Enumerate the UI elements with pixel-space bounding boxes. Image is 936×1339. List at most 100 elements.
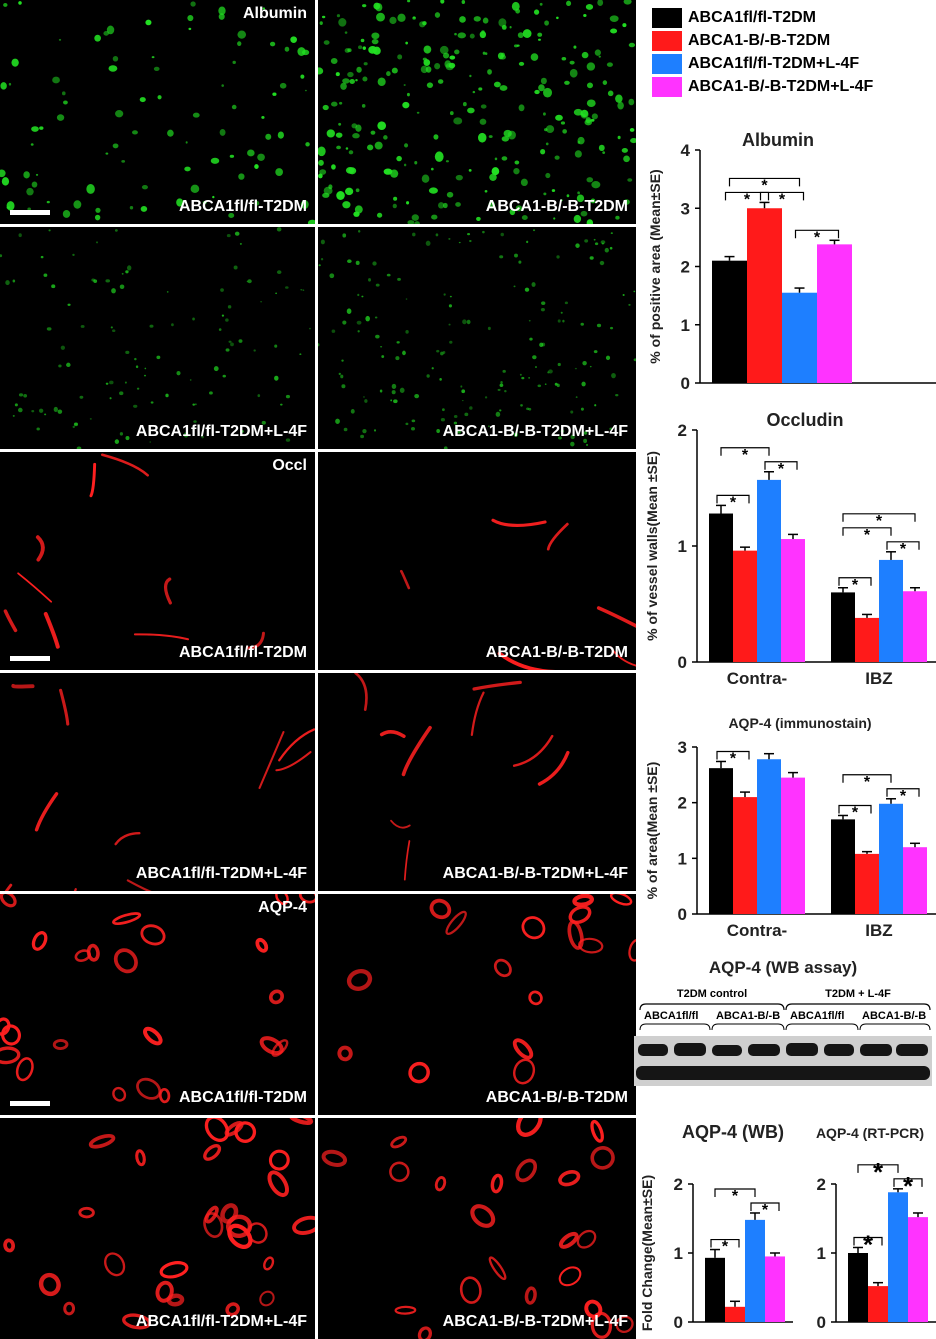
cell-stain bbox=[445, 910, 467, 935]
stain-spot bbox=[494, 157, 498, 161]
stain-spot bbox=[556, 16, 559, 20]
stain-spot bbox=[202, 201, 207, 205]
stain-texture bbox=[3, 453, 265, 650]
stain-spot bbox=[564, 301, 568, 305]
cell-stain bbox=[259, 1290, 275, 1307]
stain-spot bbox=[8, 82, 12, 86]
stain-spot bbox=[521, 376, 525, 380]
cell-stain bbox=[0, 894, 17, 908]
stain-spot bbox=[167, 129, 174, 137]
legend-swatch bbox=[652, 53, 682, 74]
cell-stain bbox=[429, 898, 452, 920]
vessel-stain bbox=[278, 728, 315, 762]
bar bbox=[888, 1192, 908, 1322]
stain-spot bbox=[110, 326, 113, 329]
stain-spot bbox=[479, 118, 487, 125]
stain-spot bbox=[352, 133, 360, 139]
stain-spot bbox=[423, 45, 432, 54]
stain-spot bbox=[453, 421, 458, 425]
significance-star: * bbox=[852, 577, 859, 594]
stain-spot bbox=[466, 319, 471, 325]
vessel-stain bbox=[4, 883, 13, 891]
stain-spot bbox=[580, 109, 589, 118]
stain-spot bbox=[443, 446, 448, 449]
western-blot-title: AQP-4 (WB assay) bbox=[708, 958, 858, 977]
stain-spot bbox=[473, 16, 481, 22]
stain-spot bbox=[345, 147, 349, 150]
stain-spot bbox=[590, 118, 595, 122]
stain-spot bbox=[63, 100, 68, 105]
cell-stain bbox=[263, 1256, 275, 1271]
stain-spot bbox=[484, 189, 488, 193]
stain-spot bbox=[188, 27, 192, 31]
stain-spot bbox=[562, 129, 567, 134]
cell-stain bbox=[122, 1313, 151, 1330]
stain-spot bbox=[425, 66, 432, 73]
stain-spot bbox=[580, 210, 588, 217]
stain-spot bbox=[360, 434, 365, 439]
stain-spot bbox=[320, 258, 324, 261]
stain-spot bbox=[601, 242, 604, 245]
cell-stain bbox=[590, 1146, 615, 1170]
stain-spot bbox=[609, 15, 619, 22]
bar bbox=[745, 1219, 765, 1322]
cell-stain bbox=[113, 948, 138, 974]
vessel-stain bbox=[17, 572, 53, 603]
bar bbox=[903, 591, 927, 662]
stain-spot bbox=[166, 291, 169, 293]
stain-spot bbox=[370, 130, 376, 135]
stain-spot bbox=[192, 112, 200, 118]
significance-bracket bbox=[716, 494, 750, 504]
stain-spot bbox=[425, 240, 431, 246]
panel-group-label: ABCA1fl/fl-T2DM bbox=[179, 1089, 307, 1106]
stain-spot bbox=[219, 128, 226, 136]
stain-spot bbox=[449, 111, 454, 116]
stain-spot bbox=[540, 77, 547, 85]
stain-spot bbox=[300, 289, 303, 291]
stain-spot bbox=[428, 187, 438, 194]
stain-spot bbox=[435, 233, 439, 237]
stain-spot bbox=[583, 14, 587, 17]
stain-spot bbox=[593, 350, 598, 354]
stain-spot bbox=[241, 430, 244, 433]
stain-spot bbox=[318, 264, 321, 267]
stain-spot bbox=[560, 311, 563, 314]
stain-spot bbox=[218, 6, 226, 15]
stain-spot bbox=[193, 420, 197, 423]
stain-spot bbox=[60, 345, 65, 350]
stain-spot bbox=[364, 399, 368, 403]
stain-spot bbox=[346, 308, 352, 314]
cell-stain bbox=[292, 1215, 315, 1235]
stain-spot bbox=[628, 42, 636, 48]
stain-spot bbox=[521, 215, 528, 220]
significance-bracket bbox=[886, 541, 920, 550]
stain-spot bbox=[362, 429, 367, 434]
stain-spot bbox=[405, 298, 408, 300]
stain-spot bbox=[381, 355, 385, 358]
stain-spot bbox=[40, 255, 44, 259]
stain-spot bbox=[176, 371, 181, 376]
stain-spot bbox=[134, 357, 137, 361]
stain-spot bbox=[403, 163, 407, 167]
legend-item: ABCA1fl/fl-T2DM+L-4F bbox=[652, 52, 873, 75]
stain-spot bbox=[561, 56, 567, 61]
stain-spot bbox=[545, 125, 555, 134]
stain-spot bbox=[461, 399, 464, 402]
stain-spot bbox=[453, 117, 463, 125]
stain-spot bbox=[12, 279, 16, 283]
stain-spot bbox=[347, 259, 352, 263]
stain-spot bbox=[628, 98, 635, 106]
stain-spot bbox=[440, 351, 444, 356]
cell-stain bbox=[74, 949, 91, 962]
stain-spot bbox=[140, 205, 148, 212]
stain-spot bbox=[335, 418, 340, 424]
stain-spot bbox=[95, 207, 101, 213]
stain-spot bbox=[297, 47, 306, 56]
stain-spot bbox=[23, 393, 28, 398]
stain-spot bbox=[232, 60, 236, 64]
stain-spot bbox=[150, 401, 154, 404]
stain-spot bbox=[449, 340, 453, 344]
stain-spot bbox=[253, 349, 256, 352]
stain-spot bbox=[500, 380, 503, 384]
stain-spot bbox=[345, 167, 355, 174]
